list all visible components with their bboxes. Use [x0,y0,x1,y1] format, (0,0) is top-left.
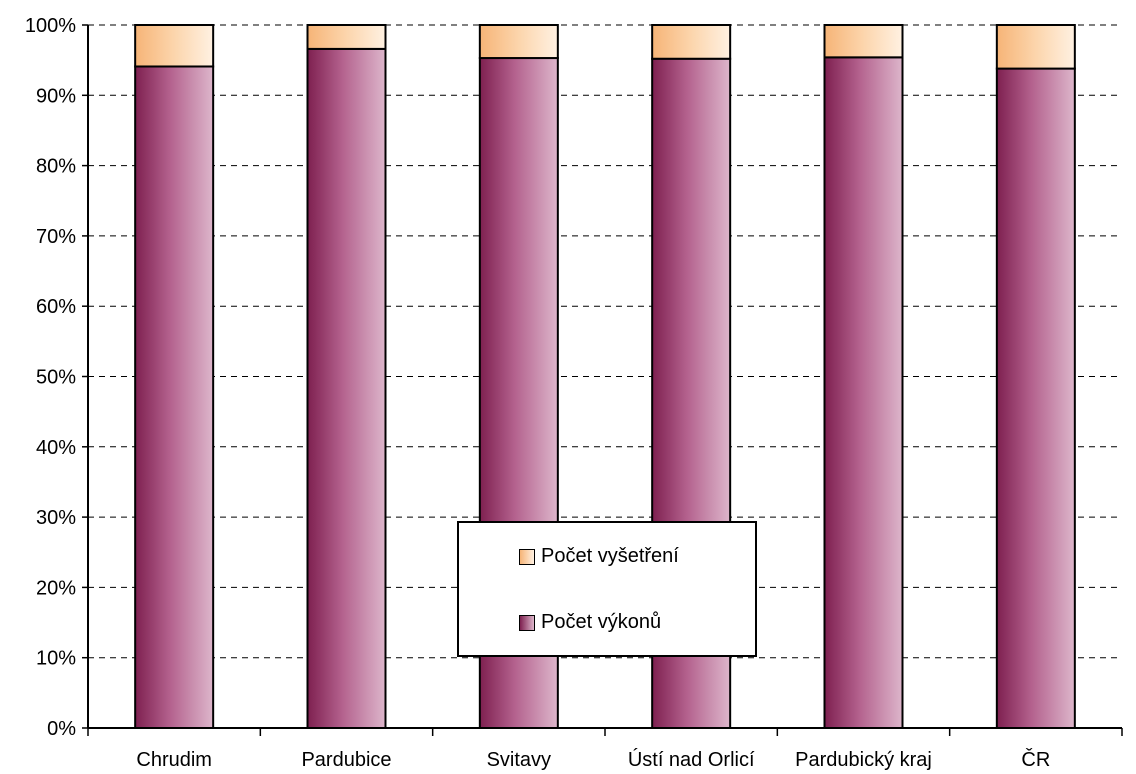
y-tick-label: 20% [36,577,76,599]
y-tick-label: 40% [36,437,76,459]
x-tick-label: Ústí nad Orlicí [628,748,755,771]
bar-segment-vykony [995,67,1076,729]
bar-segment-vysetreni [478,24,559,60]
y-tick-label: 100% [25,15,76,37]
x-tick-label: Pardubický kraj [795,749,932,771]
y-tick-label: 0% [47,718,76,740]
legend-label-vysetreni: Počet vyšetření [541,545,679,567]
legend-item-vykony: Počet výkonů [519,611,661,634]
x-tick-label: Chrudim [136,749,212,771]
bar-segment-vykony [306,47,387,730]
legend-swatch-vysetreni [519,548,535,565]
y-tick-label: 30% [36,507,76,529]
y-tick-label: 90% [36,85,76,107]
bar-segment-vykony [134,65,215,730]
x-tick-label: ČR [1021,748,1050,771]
bar-segment-vysetreni [306,24,387,50]
gridlines [88,24,1122,659]
y-tick-label: 70% [36,226,76,248]
bar-segment-vysetreni [823,24,904,59]
x-tick-label: Svitavy [487,749,551,771]
tick-labels: 0% 10% 20% 30% 40% 50% 60% 70% 80% 90% 100% Chrudim… [25,15,1050,771]
y-tick-label: 10% [36,648,76,670]
bar-segment-vysetreni [651,24,732,60]
legend-item-vysetreni: Počet vyšetření [519,545,679,568]
x-tick-label: Pardubice [301,749,391,771]
legend: Počet vyšetření Počet výkonů [457,521,757,657]
y-tick-label: 80% [36,156,76,178]
legend-label-vykony: Počet výkonů [541,611,662,633]
y-tick-label: 50% [36,367,76,389]
bar-segment-vysetreni [134,24,215,68]
bar-segment-vysetreni [995,24,1076,70]
y-tick-label: 60% [36,296,76,318]
legend-swatch-vykony [519,614,535,631]
bar-segment-vykony [823,56,904,729]
axes [82,24,1123,736]
